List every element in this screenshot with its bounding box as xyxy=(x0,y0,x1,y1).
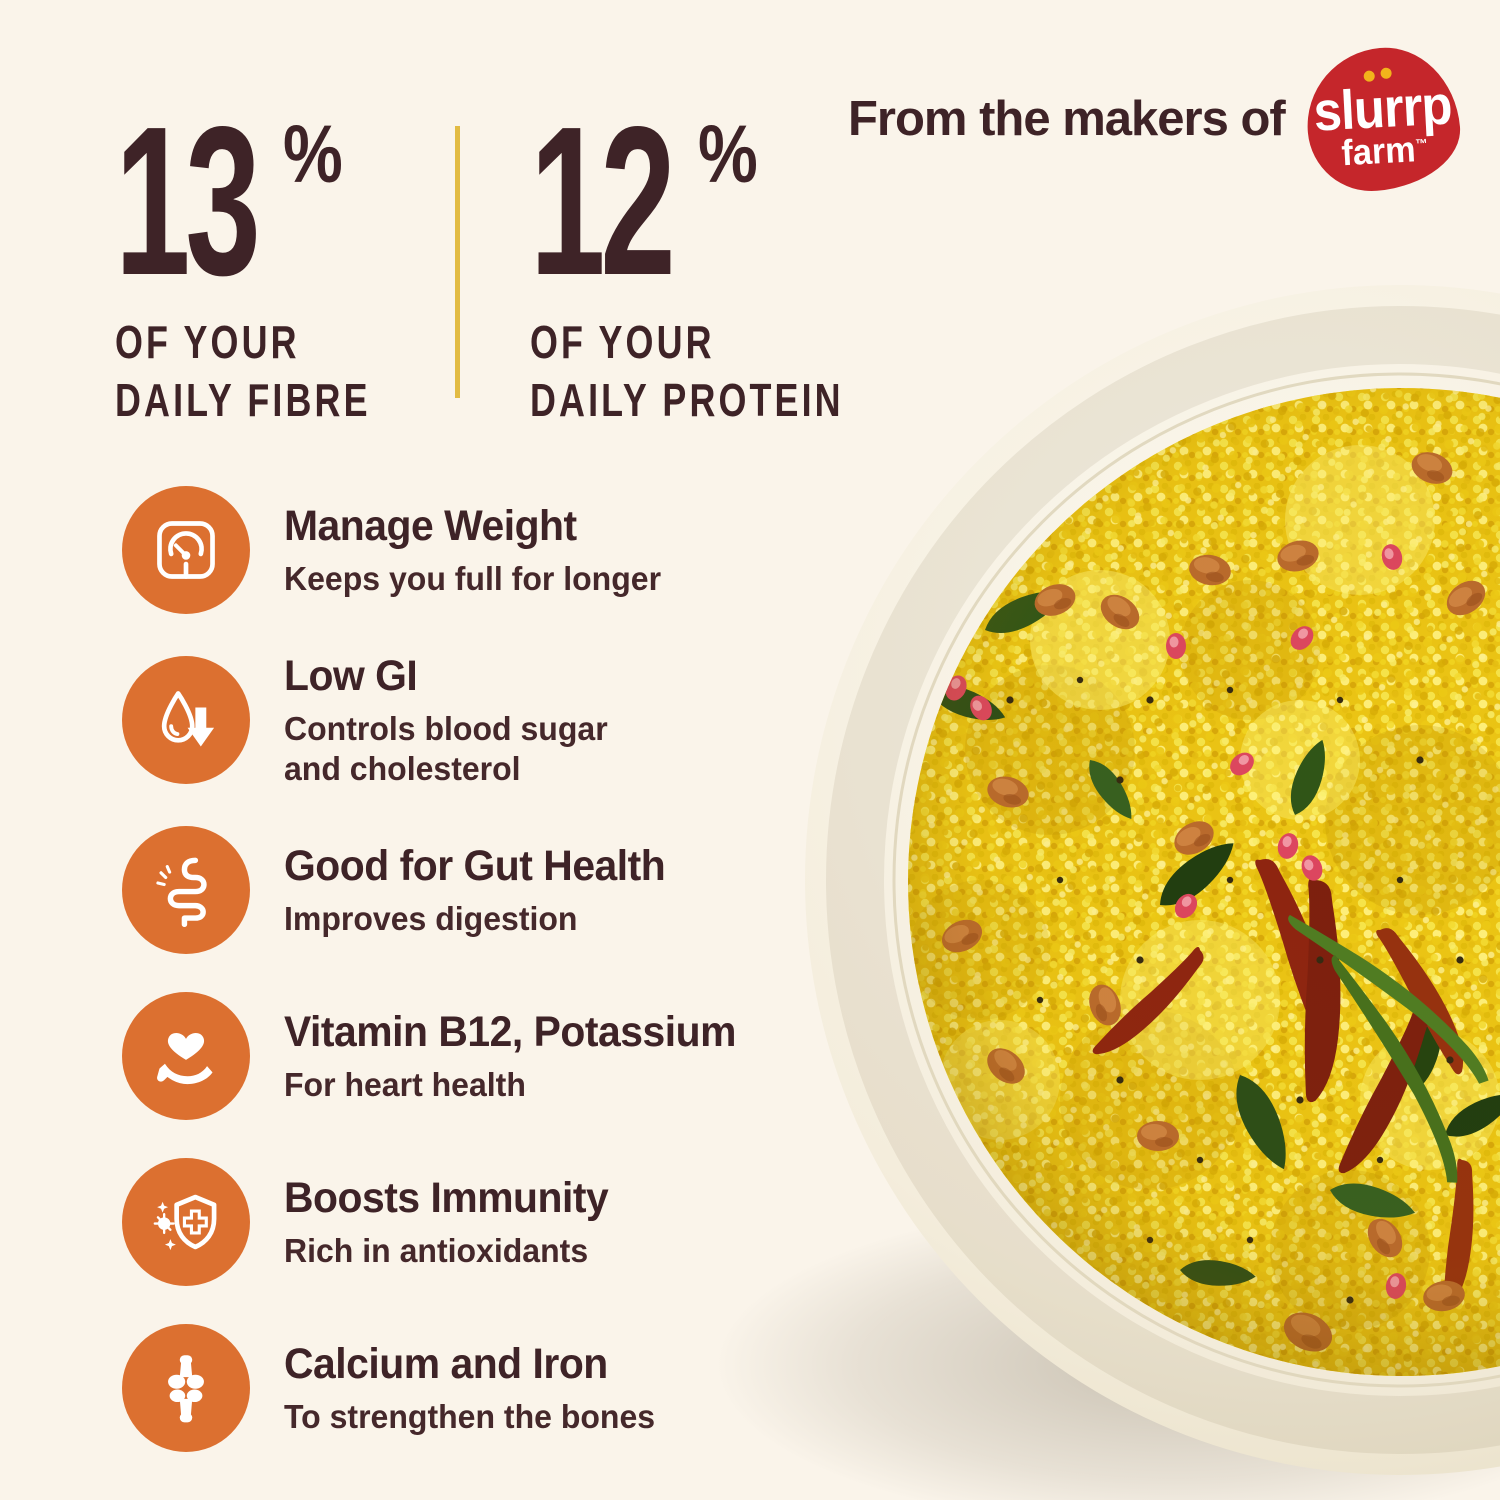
protein-value: 12 xyxy=(530,82,676,319)
fibre-value: 13 xyxy=(115,82,261,319)
protein-percentage: 12 % xyxy=(530,82,932,319)
percent-sign: % xyxy=(283,109,343,200)
daily-value-stats: 13 % OF YOUR DAILY FIBRE 12 % OF YOUR DA… xyxy=(115,95,935,426)
makers-label: From the makers of xyxy=(848,92,1286,146)
protein-caption: OF YOUR DAILY PROTEIN xyxy=(530,316,844,426)
benefit-row-low-gi: Low GI Controls blood sugar and cholester… xyxy=(122,652,822,788)
millet-upma xyxy=(908,388,1500,1376)
blood-sugar-drop-icon xyxy=(122,656,250,785)
benefit-row-heart-health: Vitamin B12, Potassium For heart health xyxy=(122,992,822,1121)
logo-word-farm: farm™ xyxy=(1340,128,1428,174)
benefit-row-bones: Calcium and Iron To strengthen the bones xyxy=(122,1324,822,1453)
benefit-subtitle: Rich in antioxidants xyxy=(284,1231,589,1269)
divider-line xyxy=(455,126,460,398)
slurrp-farm-logo: slurrp farm™ xyxy=(1300,41,1465,197)
fibre-caption: OF YOUR DAILY FIBRE xyxy=(115,316,371,426)
makers-row: From the makers of slurrp farm™ xyxy=(848,41,1500,197)
benefit-subtitle: Improves digestion xyxy=(284,899,578,937)
benefit-title: Boosts Immunity xyxy=(284,1173,609,1222)
benefit-title: Vitamin B12, Potassium xyxy=(284,1007,736,1056)
benefit-title: Manage Weight xyxy=(284,501,577,550)
benefit-title: Calcium and Iron xyxy=(284,1339,608,1388)
benefit-row-immunity: Boosts Immunity Rich in antioxidants xyxy=(122,1158,822,1287)
benefit-subtitle: Controls blood sugar and cholesterol xyxy=(284,710,608,787)
benefit-row-gut-health: Good for Gut Health Improves digestion xyxy=(122,826,822,955)
percent-sign: % xyxy=(698,109,758,200)
benefit-title: Good for Gut Health xyxy=(284,841,666,890)
fibre-percentage: 13 % xyxy=(115,82,443,319)
weighing-scale-icon xyxy=(122,486,250,614)
heart-in-hand-icon xyxy=(122,992,250,1121)
benefit-subtitle: Keeps you full for longer xyxy=(284,559,662,597)
benefit-subtitle: To strengthen the bones xyxy=(284,1397,656,1435)
immunity-shield-icon xyxy=(122,1158,250,1287)
benefit-subtitle: For heart health xyxy=(284,1065,526,1103)
bone-joint-icon xyxy=(122,1324,250,1453)
benefit-title: Low GI xyxy=(284,652,418,700)
trademark-symbol: ™ xyxy=(1414,135,1428,152)
gut-intestine-icon xyxy=(122,826,250,955)
benefit-row-manage-weight: Manage Weight Keeps you full for longer xyxy=(122,486,822,614)
benefits-list: Manage Weight Keeps you full for longer … xyxy=(122,486,822,1453)
stat-daily-fibre: 13 % OF YOUR DAILY FIBRE xyxy=(115,82,443,430)
stat-daily-protein: 12 % OF YOUR DAILY PROTEIN xyxy=(530,82,932,430)
